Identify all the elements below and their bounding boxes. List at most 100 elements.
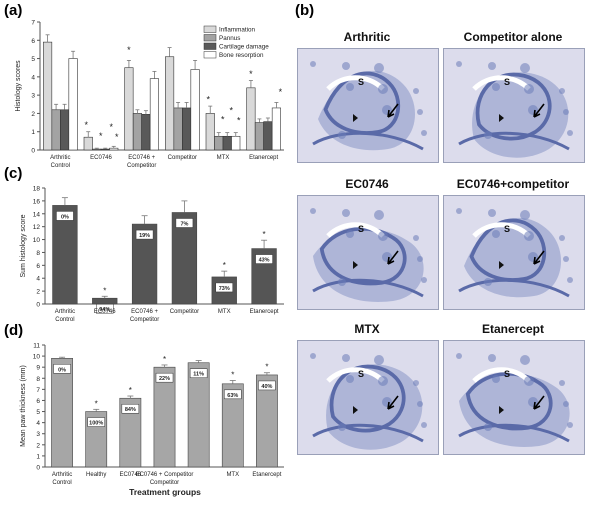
joint-space [326, 367, 385, 383]
joint-space [326, 222, 385, 238]
panel-label-a: (a) [4, 2, 23, 19]
arrow-icon [533, 395, 545, 410]
y-axis-label: Mean paw thickness (mm) [20, 365, 27, 447]
cell-cluster [520, 210, 530, 220]
significance-star: * [279, 87, 283, 97]
arrow-icon [533, 250, 545, 265]
bar-label-box [96, 303, 114, 314]
y-tick-label: 10 [33, 354, 41, 361]
x-tick-label: EC0746 [120, 472, 142, 478]
bar-label: 94% [99, 307, 110, 313]
y-tick-label: 4 [31, 74, 35, 81]
bar-a [100, 148, 110, 151]
bar-a [109, 147, 119, 151]
cell-cluster [346, 230, 354, 238]
bar-label-box [175, 218, 194, 228]
bar-label-box [258, 380, 276, 391]
bar-label-box [135, 229, 154, 240]
cell-cluster [346, 375, 354, 383]
joint-space [326, 75, 385, 91]
x-tick-label: Etanercept [252, 472, 281, 478]
bar-a [43, 41, 53, 151]
legend-swatch [203, 51, 217, 59]
y-tick-label: 11 [33, 343, 40, 350]
x-tick-label: MTX [218, 309, 231, 315]
y-tick-label: 5 [36, 409, 40, 416]
cell-cluster [374, 355, 384, 365]
cell-cluster [567, 277, 573, 283]
cell-cluster [520, 355, 530, 365]
cell-cluster [378, 231, 388, 241]
cell-cluster [559, 88, 565, 94]
micrograph-drawing: S [456, 208, 573, 298]
cell-cluster [413, 380, 419, 386]
arrow-icon [533, 103, 545, 118]
y-tick-label: 0 [36, 465, 40, 472]
y-tick-label: 3 [36, 431, 40, 438]
arrow-icon [387, 103, 399, 118]
micrograph-drawing: S [310, 353, 427, 450]
bar-label: 40% [261, 384, 272, 390]
bone-outline [458, 131, 570, 151]
bar-d [153, 366, 176, 468]
x-tick-label: Arthritic [50, 155, 70, 161]
x-tick-label: MTX [217, 155, 230, 161]
cell-cluster [421, 422, 427, 428]
cell-cluster [417, 256, 423, 262]
cell-cluster [492, 230, 500, 238]
cell-cluster [456, 208, 462, 214]
x-axis-label: Treatment groups [129, 487, 201, 497]
significance-star: * [115, 132, 119, 142]
legend-swatch [203, 34, 217, 42]
micrograph-title: Arthritic [343, 30, 391, 44]
bar-label-box [155, 372, 174, 383]
cell-cluster [310, 208, 316, 214]
bar-a [173, 107, 183, 151]
bar-c [52, 205, 78, 305]
y-axis-label: Histology scores [15, 60, 22, 112]
bar-label: 22% [159, 376, 170, 382]
micrograph-image: S [297, 48, 439, 163]
micrograph-drawing: S [456, 61, 573, 158]
significance-star: * [103, 286, 106, 295]
significance-star: * [229, 105, 233, 115]
bar-a [83, 136, 93, 151]
cell-cluster [528, 252, 538, 262]
chart-c-sum-histology: 0 2 4 6 8 10 12 14 16 18 Sum histology score 0% 94% *… [20, 186, 284, 323]
micrograph-drawing: S [310, 61, 427, 151]
micrograph-image: S [443, 48, 585, 163]
arrowhead-marker-icon [353, 114, 358, 122]
cell-cluster [456, 61, 462, 67]
cell-cluster [378, 376, 388, 386]
significance-star: * [95, 399, 98, 408]
bar-label: 0% [61, 214, 69, 220]
bar-a [60, 109, 70, 151]
x-tick-label: Competitor [170, 309, 199, 315]
bar-label-box [215, 282, 233, 293]
bar-label-box [255, 254, 273, 264]
bar-a [68, 58, 78, 151]
panel-label-d: (d) [4, 322, 24, 339]
y-tick-label: 4 [36, 420, 40, 427]
bar-label-box [121, 403, 140, 414]
y-tick-label: 2 [36, 289, 40, 296]
cell-cluster [342, 209, 350, 217]
significance-star: * [163, 355, 166, 364]
bar-a [190, 69, 200, 151]
cell-cluster [382, 252, 392, 262]
cell-cluster [563, 109, 569, 115]
bar-label-box [53, 364, 71, 374]
arrow-icon [387, 250, 399, 265]
arrowhead-marker-icon [353, 261, 358, 269]
arrow-icon [387, 395, 399, 410]
cell-cluster [563, 256, 569, 262]
bone-outline [458, 278, 570, 298]
bar-a [231, 135, 241, 151]
x-tick-label: Competitor [130, 317, 159, 323]
cell-cluster [421, 130, 427, 136]
significance-star: * [231, 370, 234, 379]
synovium-marker: S [504, 369, 510, 379]
bar-d [256, 374, 278, 468]
cell-cluster [567, 130, 573, 136]
bar-c [171, 212, 198, 305]
